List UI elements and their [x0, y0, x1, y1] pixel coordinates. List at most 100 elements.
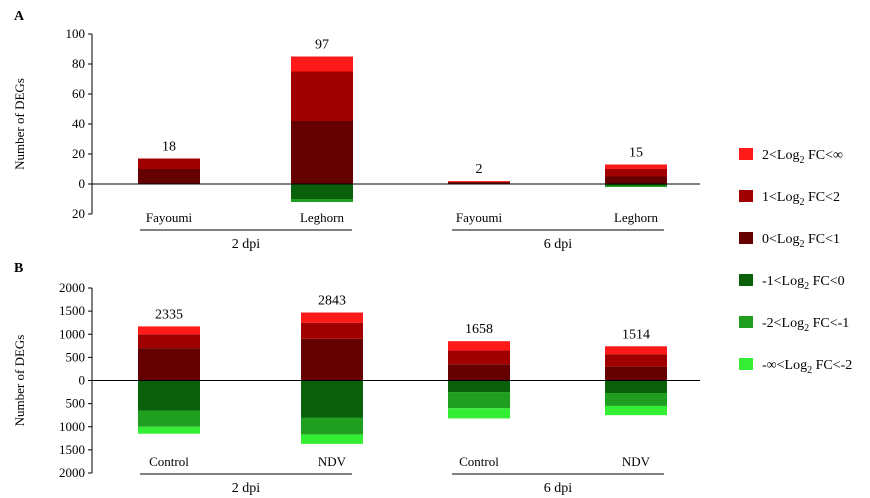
total-label: 18: [162, 140, 176, 155]
bar-segment: [291, 199, 353, 202]
bar-segment: [291, 56, 353, 72]
legend-text-post: FC<∞: [804, 148, 843, 163]
bar-segment: [605, 346, 667, 355]
legend-text-post: FC<1: [804, 232, 840, 247]
y-tick-label: 1000: [59, 326, 85, 341]
legend-entry: -∞<Log2 FC<-2: [762, 358, 852, 376]
bar-segment: [448, 350, 510, 365]
bar-segment: [605, 164, 667, 169]
legend-text-post: FC<-1: [809, 316, 849, 331]
panel-letter: B: [14, 261, 23, 276]
total-label: 1514: [622, 327, 650, 342]
bar-segment: [448, 341, 510, 351]
bar-segment: [448, 181, 510, 182]
bar-segment: [605, 185, 667, 187]
y-tick-label: 60: [72, 86, 85, 101]
bar-segment: [605, 392, 667, 406]
total-label: 15: [629, 146, 643, 161]
y-tick-label: 1500: [59, 442, 85, 457]
y-tick-label: 500: [66, 349, 86, 364]
category-label: Fayoumi: [146, 210, 193, 225]
legend-text-pre: -1<Log: [762, 274, 804, 289]
bar-segment: [605, 169, 667, 177]
category-label: NDV: [622, 454, 651, 469]
bar-segment: [301, 417, 363, 435]
bar-segment: [301, 312, 363, 323]
legend-text-subscript: 2: [799, 197, 804, 208]
legend-swatch: [739, 316, 753, 328]
group-label: 2 dpi: [232, 237, 261, 252]
legend-entry: 0<Log2 FC<1: [762, 232, 840, 250]
group-label: 6 dpi: [544, 237, 573, 252]
bar-segment: [138, 334, 200, 349]
bar-segment: [448, 182, 510, 184]
legend-swatch: [739, 358, 753, 370]
legend: 2<Log2 FC<∞1<Log2 FC<20<Log2 FC<1-1<Log2…: [739, 148, 852, 376]
legend-swatch: [739, 274, 753, 286]
y-tick-label: 0: [79, 373, 86, 388]
bar-segment: [605, 366, 667, 381]
bar-segment: [138, 348, 200, 381]
bar-segment: [291, 71, 353, 121]
y-tick-label: 500: [66, 396, 86, 411]
category-label: Leghorn: [614, 210, 659, 225]
group-label: 6 dpi: [544, 481, 573, 496]
y-axis-label: Number of DEGs: [12, 78, 27, 170]
legend-entry: -2<Log2 FC<-1: [762, 316, 849, 334]
bar-segment: [138, 380, 200, 411]
bar-segment: [301, 322, 363, 339]
legend-text-subscript: 2: [807, 365, 812, 376]
legend-swatch: [739, 190, 753, 202]
legend-text-subscript: 2: [804, 281, 809, 292]
y-axis-label: Number of DEGs: [12, 335, 27, 427]
total-label: 2843: [318, 294, 346, 309]
bar-segment: [138, 410, 200, 427]
bar-segment: [448, 380, 510, 393]
legend-text-pre: -2<Log: [762, 316, 804, 331]
bar-segment: [605, 184, 667, 186]
bar-segment: [448, 181, 510, 183]
legend-text-pre: 0<Log: [762, 232, 799, 247]
category-label: NDV: [318, 454, 347, 469]
y-tick-label: 100: [66, 26, 86, 41]
group-label: 2 dpi: [232, 481, 261, 496]
bar-segment: [138, 426, 200, 434]
bar-segment: [291, 184, 353, 199]
legend-text-post: FC<0: [809, 274, 845, 289]
legend-text-post: FC<2: [804, 190, 840, 205]
panel-b: B Number of DEGs 2000 1500 1000 500 0 500 1000 15…: [12, 261, 700, 496]
bar-segment: [138, 169, 200, 184]
legend-text-pre: -∞<Log: [762, 358, 807, 373]
legend-entry: -1<Log2 FC<0: [762, 274, 845, 292]
legend-swatch: [739, 232, 753, 244]
y-tick-label: 2000: [59, 280, 85, 295]
bar-segment: [448, 364, 510, 381]
bar-segment: [301, 338, 363, 381]
y-tick-label: 1500: [59, 303, 85, 318]
bar-segment: [448, 408, 510, 419]
total-label: 2335: [155, 307, 183, 322]
bar-segment: [138, 326, 200, 335]
category-label: Fayoumi: [456, 210, 503, 225]
bar-segment: [301, 434, 363, 444]
bar-segment: [291, 121, 353, 184]
legend-text-subscript: 2: [799, 239, 804, 250]
category-label: Leghorn: [300, 210, 345, 225]
legend-text-pre: 1<Log: [762, 190, 799, 205]
bar-segment: [448, 392, 510, 409]
panel-letter: A: [14, 9, 25, 24]
y-tick-label: 2000: [59, 465, 85, 480]
y-tick-label: 20: [72, 206, 85, 221]
bar-segment: [605, 405, 667, 416]
bar-segment: [605, 354, 667, 367]
y-tick-label: 40: [72, 116, 85, 131]
total-label: 1658: [465, 322, 493, 337]
bar-segment: [138, 158, 200, 169]
y-tick-label: 20: [72, 146, 85, 161]
bar-segment: [301, 380, 363, 418]
category-label: Control: [149, 454, 189, 469]
bar-segment: [605, 380, 667, 393]
legend-text-post: FC<-2: [812, 358, 852, 373]
